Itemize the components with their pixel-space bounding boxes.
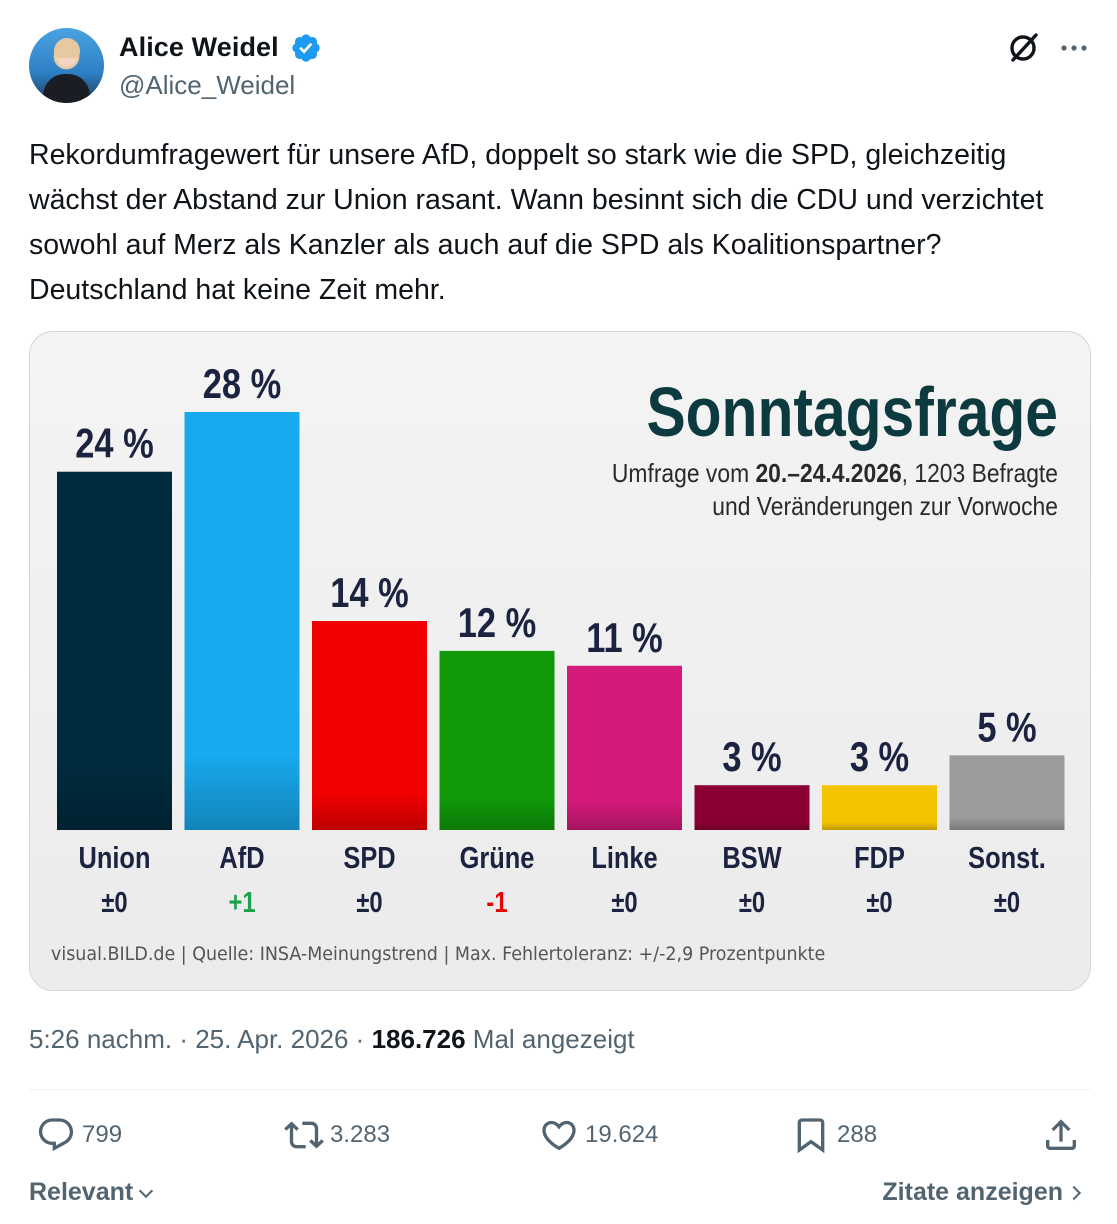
bar-value-label-5: 3 % — [722, 734, 781, 781]
category-label-2: SPD — [343, 841, 395, 876]
sort-dropdown[interactable]: Relevant — [29, 1178, 157, 1207]
bar-shade-2 — [312, 621, 427, 830]
bar-shade-1 — [184, 412, 300, 830]
views-label: Mal angezeigt — [472, 1024, 635, 1054]
tweet-time: 5:26 nachm. — [29, 1024, 173, 1054]
bar-shade-7 — [949, 755, 1065, 830]
change-label-4: ±0 — [611, 886, 637, 919]
change-label-6: ±0 — [866, 886, 892, 919]
chart-subtitle-date: 20.–24.4.2026 — [755, 460, 901, 489]
chevron-down-icon — [139, 1189, 154, 1198]
category-label-0: Union — [79, 841, 151, 876]
reply-count: 799 — [82, 1121, 123, 1148]
chart-subtitle-line2: und Veränderungen zur Vorwoche — [712, 493, 1058, 522]
bookmark-icon — [797, 1118, 825, 1154]
views-count: 186.726 — [371, 1024, 466, 1054]
view-quotes-label: Zitate anzeigen — [882, 1178, 1063, 1206]
share-button[interactable] — [1041, 1113, 1087, 1157]
bar-value-label-7: 5 % — [977, 704, 1036, 751]
like-icon — [542, 1120, 576, 1151]
chevron-right-icon — [1072, 1185, 1082, 1200]
share-icon — [1046, 1119, 1076, 1150]
chart-subtitle: Umfrage vom 20.–24.4.2026, 1203 Befragte — [612, 460, 1058, 489]
repost-button[interactable]: 3.283 — [284, 1113, 390, 1157]
category-label-4: Linke — [591, 841, 657, 876]
like-count: 19.624 — [585, 1121, 659, 1148]
grok-icon[interactable] — [1005, 29, 1041, 65]
category-label-1: AfD — [219, 841, 264, 876]
bar-value-label-1: 28 % — [203, 361, 281, 408]
category-label-7: Sonst. — [968, 841, 1046, 876]
tweet-timestamp[interactable]: 5:26 nachm. · 25. Apr. 2026 · 186.726 Ma… — [29, 1024, 635, 1055]
bar-shade-3 — [439, 650, 555, 830]
avatar[interactable] — [29, 28, 104, 103]
change-label-3: -1 — [486, 886, 507, 919]
change-label-0: ±0 — [101, 886, 127, 919]
divider — [29, 1089, 1091, 1090]
chart: Sonntagsfrage Umfrage vom 20.–24.4.2026,… — [51, 361, 1065, 965]
category-label-6: FDP — [854, 841, 905, 876]
reply-icon — [38, 1118, 74, 1152]
reply-button[interactable]: 799 — [36, 1113, 122, 1157]
repost-icon — [284, 1121, 324, 1149]
chart-subtitle-prefix: Umfrage vom — [612, 460, 756, 489]
timestamp-separator: · — [172, 1024, 196, 1054]
like-button[interactable]: 19.624 — [539, 1113, 658, 1157]
tweet-media-chart[interactable]: Sonntagsfrage Umfrage vom 20.–24.4.2026,… — [29, 331, 1091, 991]
repost-count: 3.283 — [330, 1121, 391, 1148]
chart-title: Sonntagsfrage — [646, 372, 1058, 451]
bar-value-label-6: 3 % — [850, 734, 909, 781]
change-label-1: +1 — [228, 886, 255, 919]
author-handle[interactable]: @Alice_Weidel — [119, 70, 296, 100]
tweet-text: Rekordumfragewert für unsere AfD, doppel… — [29, 139, 1044, 306]
chart-subtitle-suffix: , 1203 Befragte — [902, 460, 1058, 489]
change-label-5: ±0 — [739, 886, 765, 919]
bar-shade-4 — [567, 665, 682, 830]
bar-value-label-2: 14 % — [330, 570, 408, 617]
bar-shade-0 — [57, 471, 172, 830]
bar-value-label-3: 12 % — [458, 600, 536, 647]
category-label-3: Grüne — [460, 841, 535, 876]
view-quotes-link[interactable]: Zitate anzeigen — [882, 1178, 1087, 1207]
more-icon[interactable] — [1056, 30, 1092, 66]
bar-value-label-0: 24 % — [75, 421, 153, 468]
author-name[interactable]: Alice Weidel — [119, 32, 279, 62]
bar-value-label-4: 11 % — [586, 615, 663, 662]
verified-badge-icon — [292, 34, 320, 62]
sort-label: Relevant — [29, 1178, 134, 1206]
category-label-5: BSW — [722, 841, 781, 876]
timestamp-separator-2: · — [348, 1024, 372, 1054]
bookmark-button[interactable]: 288 — [791, 1113, 877, 1157]
bar-shade-6 — [822, 785, 937, 830]
tweet-date: 25. Apr. 2026 — [195, 1024, 349, 1054]
change-label-7: ±0 — [994, 886, 1020, 919]
bookmark-count: 288 — [837, 1121, 878, 1148]
bar-shade-5 — [694, 785, 810, 830]
chart-source: visual.BILD.de | Quelle: INSA-Meinungstr… — [51, 943, 825, 965]
change-label-2: ±0 — [356, 886, 382, 919]
